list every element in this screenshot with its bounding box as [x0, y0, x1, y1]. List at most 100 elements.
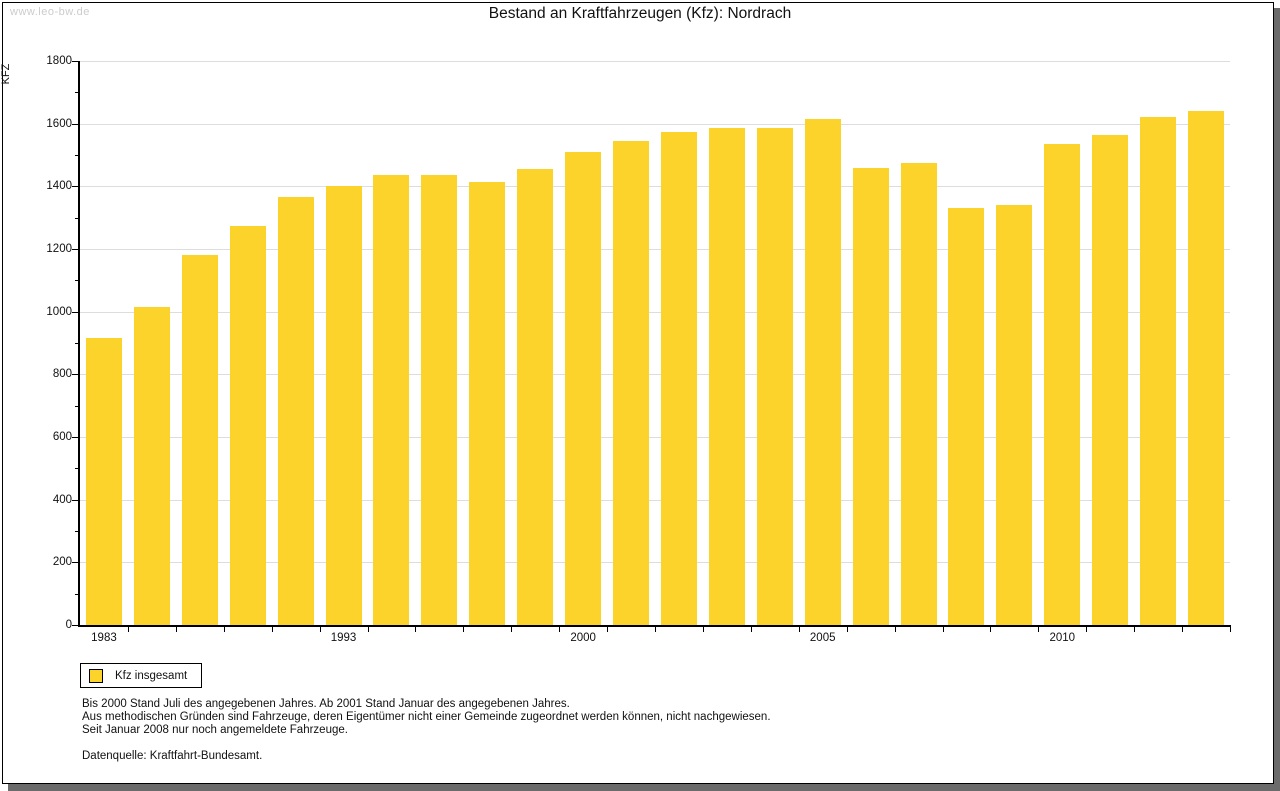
bar — [421, 175, 458, 625]
y-axis-tick — [72, 499, 78, 501]
y-axis-tick — [72, 311, 78, 313]
bar — [996, 205, 1033, 625]
bar — [1140, 117, 1177, 625]
x-axis-tick — [750, 627, 752, 632]
gridline — [80, 61, 1230, 62]
bar — [517, 169, 554, 625]
x-axis-tick-label: 2005 — [809, 632, 836, 644]
x-axis-tick — [223, 627, 225, 632]
y-axis-tick — [72, 123, 78, 125]
gridline — [80, 374, 1230, 376]
y-axis-tick-label: 200 — [52, 556, 72, 569]
x-axis-tick-label: 1983 — [91, 632, 117, 644]
y-axis-tick-label: 400 — [52, 493, 72, 506]
bar — [804, 118, 841, 625]
x-axis-tick-label: 2000 — [570, 632, 596, 644]
bar — [1188, 111, 1225, 625]
bar — [565, 151, 602, 625]
bar — [277, 197, 314, 625]
x-axis-tick — [702, 627, 704, 632]
bar — [181, 255, 218, 625]
y-axis-tick — [72, 186, 78, 188]
footnote-line: Seit Januar 2008 nur noch angemeldete Fa… — [82, 724, 348, 736]
y-axis-minor-tick — [75, 280, 78, 282]
x-axis-tick — [127, 627, 129, 632]
x-axis-line — [78, 625, 1231, 627]
y-axis-tick — [72, 249, 78, 250]
y-axis-tick-label: 1800 — [46, 55, 72, 67]
footnotes: Bis 2000 Stand Juli des angegebenen Jahr… — [82, 698, 771, 763]
gridline — [80, 186, 1230, 188]
bar — [229, 225, 266, 625]
x-axis-tick — [894, 627, 896, 632]
footnote-line: Bis 2000 Stand Juli des angegebenen Jahr… — [82, 698, 570, 710]
bar — [948, 208, 985, 625]
y-axis-tick-label: 1400 — [46, 180, 72, 193]
gridline — [80, 311, 1230, 313]
y-axis-tick — [72, 562, 78, 564]
bar — [613, 140, 650, 625]
y-axis-minor-tick — [75, 468, 78, 470]
bar — [1092, 134, 1129, 625]
legend: Kfz insgesamt — [80, 663, 203, 688]
x-axis-tick — [655, 627, 656, 632]
bar — [900, 162, 937, 625]
x-axis-tick — [607, 627, 609, 632]
x-axis-tick — [271, 627, 273, 632]
bar — [133, 306, 170, 625]
bar — [1044, 144, 1081, 625]
x-axis-tick — [415, 627, 417, 632]
gridline — [80, 499, 1230, 501]
bar — [708, 128, 745, 625]
bar — [469, 181, 506, 625]
x-axis-tick — [1230, 627, 1231, 632]
y-axis-tick-label: 1200 — [46, 243, 72, 255]
y-axis-tick-label: 0 — [65, 619, 72, 631]
bar — [756, 128, 793, 625]
frame-shadow-right — [1274, 8, 1280, 791]
x-axis-tick — [942, 627, 944, 632]
x-axis-tick — [1038, 627, 1040, 632]
gridline — [80, 123, 1230, 125]
x-axis-tick — [798, 627, 800, 632]
chart-title: Bestand an Kraftfahrzeugen (Kfz): Nordra… — [488, 5, 792, 22]
y-axis-tick — [72, 437, 78, 438]
x-axis-tick — [175, 627, 177, 632]
y-axis-minor-tick — [75, 217, 78, 219]
y-axis-minor-tick — [75, 92, 78, 94]
y-axis-line — [78, 61, 80, 627]
x-axis-tick-label: 1993 — [330, 632, 357, 644]
footnote-line: Aus methodischen Gründen sind Fahrzeuge,… — [82, 711, 771, 723]
y-axis-tick-label: 1600 — [46, 117, 72, 130]
x-axis-tick — [463, 627, 465, 632]
bar — [660, 131, 697, 625]
x-axis-tick — [367, 627, 369, 632]
bar — [85, 338, 122, 625]
x-axis-tick — [511, 627, 513, 632]
y-axis-tick-label: 800 — [52, 368, 72, 381]
data-source: Datenquelle: Kraftfahrt-Bundesamt. — [82, 750, 263, 762]
y-axis-minor-tick — [75, 593, 78, 595]
x-axis-tick — [319, 627, 321, 632]
x-axis-tick-label: 2010 — [1049, 632, 1076, 644]
bar — [373, 175, 410, 625]
bar — [325, 186, 362, 625]
gridline — [80, 249, 1230, 250]
gridline — [80, 437, 1230, 438]
x-axis-tick — [990, 627, 992, 632]
x-axis-tick — [1134, 627, 1136, 632]
y-axis-tick-label: 1000 — [46, 305, 72, 318]
x-axis-tick — [1182, 627, 1184, 632]
y-axis-minor-tick — [75, 405, 78, 407]
y-axis-tick — [72, 61, 78, 62]
y-axis-tick — [72, 374, 78, 376]
x-axis-tick — [846, 627, 848, 632]
x-axis-tick — [1086, 627, 1088, 632]
x-axis-tick — [559, 627, 561, 632]
legend-swatch — [89, 668, 103, 683]
gridline — [80, 562, 1230, 564]
y-axis-tick-label: 600 — [52, 431, 72, 443]
bar — [852, 167, 889, 625]
y-axis-minor-tick — [75, 155, 78, 156]
